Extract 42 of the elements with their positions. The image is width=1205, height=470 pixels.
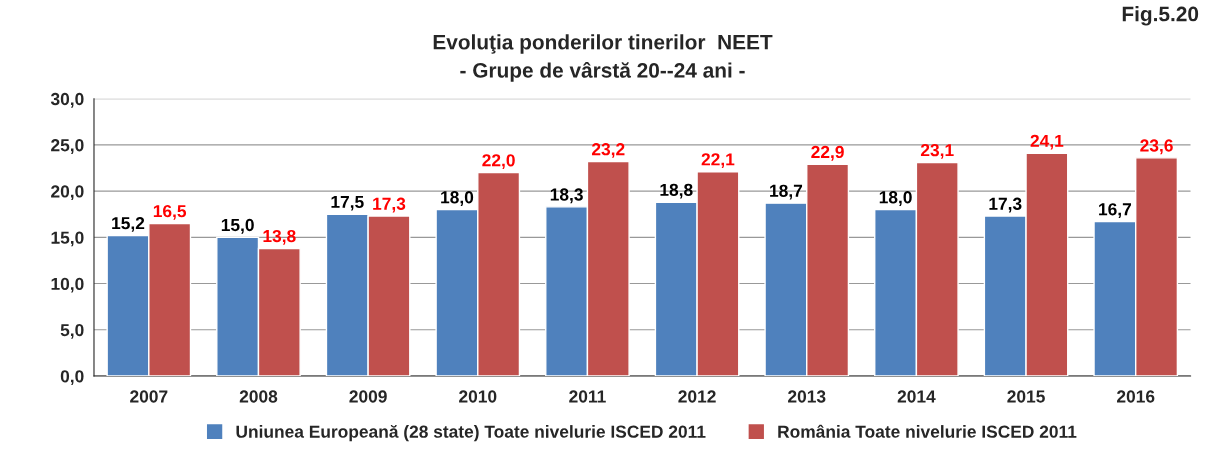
data-label: 17,3 xyxy=(989,197,1022,213)
y-tick-label: 0,0 xyxy=(60,370,84,385)
data-label: 24,1 xyxy=(1030,134,1064,150)
x-tick-label: 2009 xyxy=(349,390,387,403)
y-tick-label: 20,0 xyxy=(51,185,84,201)
x-tick-label: 2016 xyxy=(1117,390,1155,403)
data-label: 22,1 xyxy=(701,153,735,169)
chart-title: Evoluţia ponderilor tinerilor NEET xyxy=(433,34,773,54)
data-label: 18,3 xyxy=(550,188,583,204)
data-label: 13,8 xyxy=(263,229,296,245)
data-label: 15,0 xyxy=(221,218,254,234)
data-label: 16,5 xyxy=(153,204,187,220)
y-tick-label: 15,0 xyxy=(51,231,84,247)
data-label: 18,0 xyxy=(441,191,474,206)
data-label: 22,0 xyxy=(482,154,515,169)
x-tick-label: 2014 xyxy=(897,390,936,403)
data-label: 18,0 xyxy=(879,191,912,206)
data-label: 15,2 xyxy=(112,217,145,232)
legend-label: Uniunea Europeană (28 state) Toate nivelurie ISCED 2011 xyxy=(236,424,706,442)
x-tick-label: 2012 xyxy=(678,390,716,403)
data-label: 23,6 xyxy=(1140,139,1173,155)
data-label: 23,1 xyxy=(920,143,954,159)
y-tick-label: 30,0 xyxy=(50,92,84,108)
legend-label: România Toate nivelurie ISCED 2011 xyxy=(778,424,1077,438)
data-label: 18,7 xyxy=(770,184,803,200)
x-tick-label: 2007 xyxy=(130,390,168,403)
data-label: 23,2 xyxy=(591,143,625,158)
x-tick-label: 2015 xyxy=(1007,390,1045,403)
x-tick-label: 2008 xyxy=(239,390,278,403)
x-tick-label: 2010 xyxy=(459,390,497,403)
caption: Fig.5.20 xyxy=(1122,6,1199,26)
chart-subtitle: - Grupe de vârstă 20--24 ani - xyxy=(460,62,745,82)
x-tick-label: 2013 xyxy=(788,390,826,403)
y-tick-label: 5,0 xyxy=(60,323,84,339)
y-tick-label: 10,0 xyxy=(51,277,84,293)
x-tick-label: 2011 xyxy=(569,390,606,403)
data-label: 18,8 xyxy=(660,183,693,199)
y-tick-label: 25,0 xyxy=(51,139,84,154)
data-label: 22,9 xyxy=(811,145,844,161)
data-label: 17,5 xyxy=(331,195,364,211)
data-label: 16,7 xyxy=(1099,203,1132,218)
data-label: 17,3 xyxy=(373,197,406,213)
